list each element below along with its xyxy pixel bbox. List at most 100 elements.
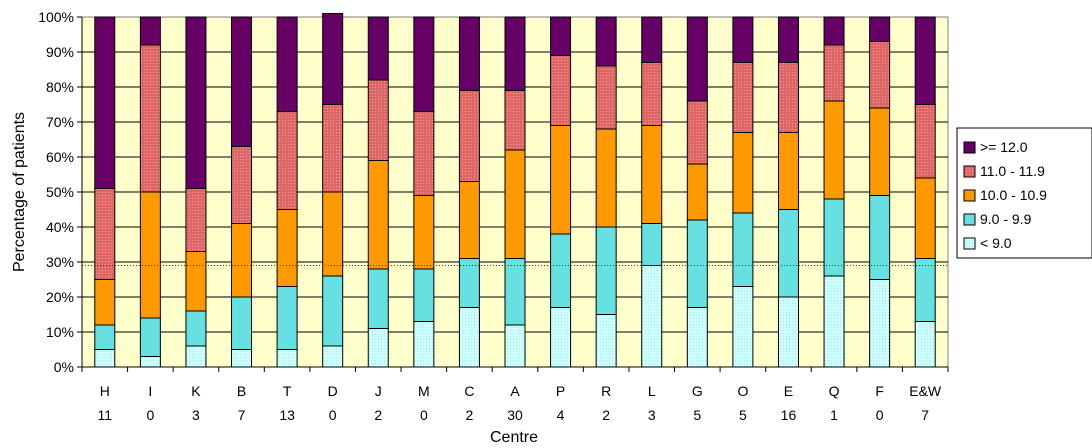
x-tick-label: F	[875, 383, 884, 399]
x-tick-label: G	[692, 383, 703, 399]
bar-segment	[413, 16, 435, 112]
bar-segment	[231, 16, 253, 147]
x-axis-title: Centre	[490, 429, 538, 446]
bar-segment	[139, 317, 161, 357]
bar-segment	[231, 296, 253, 350]
x-tick-sublabel: 0	[876, 407, 884, 423]
bar-segment	[823, 275, 845, 368]
x-tick-sublabel: 11	[98, 407, 113, 423]
y-tick-label: 0%	[54, 359, 74, 375]
bar-segment	[139, 191, 161, 319]
bar-segment	[641, 62, 663, 126]
y-axis-title: Percentage of patients	[11, 112, 28, 272]
bar-segment	[686, 219, 708, 308]
x-tick-label: J	[375, 383, 382, 399]
bar-segment	[458, 16, 480, 91]
legend-label: >= 12.0	[980, 139, 1028, 155]
bar-segment	[504, 258, 526, 326]
x-tick-label: L	[648, 383, 656, 399]
bar-segment	[550, 307, 572, 368]
bar-segment	[367, 79, 389, 161]
x-tick-sublabel: 2	[466, 407, 474, 423]
bar-segment	[413, 321, 435, 368]
x-tick-sublabel: 0	[420, 407, 428, 423]
bar-segment	[823, 100, 845, 200]
bar-segment	[367, 328, 389, 368]
bar-segment	[185, 251, 207, 312]
x-tick-label: Q	[829, 383, 840, 399]
bar-segment	[276, 286, 298, 350]
bar-segment	[458, 307, 480, 368]
bar-segment	[686, 163, 708, 221]
bar-segment	[777, 132, 799, 210]
x-tick-sublabel: 0	[146, 407, 154, 423]
bar-segment	[641, 16, 663, 63]
bar-segment	[504, 149, 526, 259]
bar-segment	[413, 195, 435, 270]
bar-segment	[94, 279, 116, 326]
x-tick-sublabel: 5	[739, 407, 747, 423]
bar-segment	[94, 324, 116, 350]
y-tick-label: 30%	[46, 254, 74, 270]
bar-segment	[777, 296, 799, 368]
bar-segment	[914, 321, 936, 368]
bar-segment	[367, 16, 389, 81]
bar-segment	[231, 349, 253, 368]
bar-segment	[550, 55, 572, 126]
x-tick-sublabel: 4	[557, 407, 565, 423]
bar-segment	[550, 16, 572, 56]
bar-segment	[276, 349, 298, 368]
x-tick-label: I	[148, 383, 152, 399]
y-tick-label: 40%	[46, 219, 74, 235]
legend: >= 12.0 11.0 - 11.9 10.0 - 10.9 9.0 - 9.9 < …	[956, 127, 1092, 259]
x-tick-sublabel: 5	[693, 407, 701, 423]
x-tick-sublabel: 7	[921, 407, 929, 423]
bar-segment	[777, 16, 799, 63]
bar-segment	[869, 41, 891, 109]
bar-segment	[322, 13, 344, 105]
y-tick-label: 100%	[38, 9, 74, 25]
bar-segment	[94, 16, 116, 189]
bar-segment	[732, 16, 754, 63]
bar-segment	[185, 345, 207, 368]
y-axis-ticks: 0% 10% 20% 30% 40% 50% 60% 70% 80% 90% 100%	[38, 9, 83, 375]
y-tick-label: 90%	[46, 44, 74, 60]
bar-segment	[641, 223, 663, 266]
bar-segment	[869, 107, 891, 196]
bar-segment	[322, 191, 344, 277]
y-tick-label: 60%	[46, 149, 74, 165]
x-tick-sublabel: 30	[507, 407, 523, 423]
bar-segment	[777, 209, 799, 298]
bar-segment	[504, 324, 526, 368]
x-tick-label: R	[601, 383, 611, 399]
x-tick-sublabel: 1	[830, 407, 838, 423]
bar-segment	[823, 198, 845, 277]
bar-segment	[641, 265, 663, 368]
bar-segment	[595, 128, 617, 228]
x-tick-label: K	[191, 383, 201, 399]
x-tick-label: T	[283, 383, 292, 399]
bar-segment	[276, 16, 298, 112]
bar-segment	[504, 90, 526, 151]
bar-segment	[732, 62, 754, 133]
bar-segment	[595, 16, 617, 67]
bar-segment	[869, 279, 891, 368]
x-tick-label: E	[784, 383, 793, 399]
bar-segment	[914, 16, 936, 105]
bar-segment	[94, 349, 116, 368]
bar-segment	[276, 111, 298, 210]
x-tick-sublabel: 16	[781, 407, 797, 423]
x-tick-sublabel: 7	[238, 407, 246, 423]
bar-segment	[777, 62, 799, 133]
y-tick-label: 50%	[46, 184, 74, 200]
legend-swatch	[963, 189, 976, 202]
bar-segment	[139, 16, 161, 46]
bar-segment	[139, 356, 161, 368]
bar-segment	[595, 65, 617, 130]
bar-segment	[413, 268, 435, 322]
bar-segment	[367, 268, 389, 329]
legend-swatch	[963, 213, 976, 226]
bar-segment	[185, 16, 207, 189]
legend-swatch	[963, 165, 976, 178]
